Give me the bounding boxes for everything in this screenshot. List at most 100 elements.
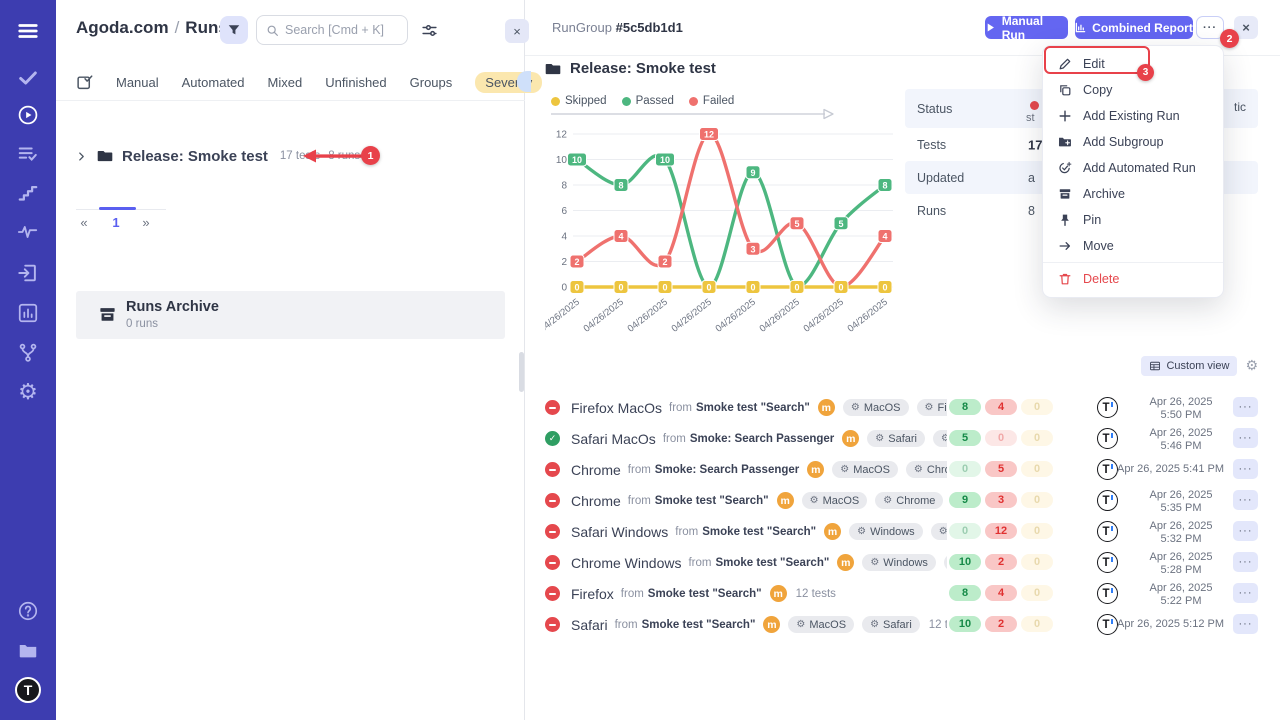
chevron-right-icon[interactable] [76, 151, 87, 162]
gear-icon: ⚙ [870, 618, 880, 630]
run-row[interactable]: Safari Windows from Smoke test "Search" m ⚙ W… [545, 516, 1258, 547]
run-source[interactable]: Smoke: Search Passenger [654, 463, 800, 476]
run-row[interactable]: ✓ Safari MacOs from Smoke: Search Passenger… [545, 423, 1258, 454]
scrollbar-thumb[interactable] [519, 352, 524, 392]
menu-item-add-automated-run[interactable]: Add Automated Run [1043, 155, 1223, 181]
run-row[interactable]: Chrome Windows from Smoke test "Search" m ⚙ W… [545, 547, 1258, 578]
testomat-reporter-icon[interactable]: T [1097, 428, 1118, 449]
menu-item-archive[interactable]: Archive [1043, 181, 1223, 207]
panel-close-button[interactable]: × [505, 19, 529, 43]
run-name[interactable]: Firefox MacOs [571, 399, 663, 416]
tab-manual[interactable]: Manual [116, 74, 159, 90]
run-more-button[interactable]: ··· [1233, 552, 1258, 572]
run-row[interactable]: Safari from Smoke test "Search" m ⚙ MacOS ⚙ Saf… [545, 609, 1258, 640]
run-name[interactable]: Safari MacOs [571, 430, 656, 447]
custom-view-button[interactable]: Custom view [1141, 356, 1238, 376]
run-more-button[interactable]: ··· [1233, 397, 1258, 417]
info-label: Tests [917, 137, 947, 152]
tab-groups[interactable]: Groups [409, 74, 453, 90]
runs-archive-item[interactable]: Runs Archive 0 runs [76, 291, 505, 339]
steps-icon[interactable] [14, 180, 42, 208]
tune-filters-button[interactable] [417, 18, 441, 42]
import-icon[interactable] [14, 259, 42, 287]
rungroup-more-button[interactable]: ··· [1196, 16, 1224, 39]
run-timestamp: Apr 26, 2025 5:28 PM [1149, 551, 1213, 576]
run-row[interactable]: Firefox from Smoke test "Search" m 12 tests 8… [545, 578, 1258, 609]
run-source[interactable]: Smoke: Search Passenger [689, 432, 835, 445]
rungroup-close-button[interactable]: × [1234, 16, 1258, 39]
run-more-button[interactable]: ··· [1233, 459, 1258, 479]
run-source[interactable]: Smoke test "Search" [641, 618, 756, 631]
legend-item-skipped[interactable]: Skipped [551, 95, 607, 107]
logo-letter: T [1102, 556, 1110, 569]
run-row[interactable]: Chrome from Smoke: Search Passenger m ⚙ MacOS… [545, 454, 1258, 485]
run-name[interactable]: Firefox [571, 585, 614, 602]
run-row[interactable]: Chrome from Smoke test "Search" m ⚙ MacOS ⚙ Chr… [545, 485, 1258, 516]
run-row[interactable]: Firefox MacOs from Smoke test "Search" m ⚙ Ma… [545, 392, 1258, 423]
menu-item-add-subgroup[interactable]: Add Subgroup [1043, 129, 1223, 155]
filter-button[interactable] [220, 16, 248, 44]
testomat-reporter-icon[interactable]: T [1097, 583, 1118, 604]
tab-unfinished[interactable]: Unfinished [325, 74, 387, 90]
testomat-reporter-icon[interactable]: T [1097, 397, 1118, 418]
combined-report-button[interactable]: Combined Report [1075, 16, 1193, 39]
menu-item-move[interactable]: Move [1043, 233, 1223, 259]
run-source[interactable]: Smoke test "Search" [715, 556, 830, 569]
menu-item-pin[interactable]: Pin [1043, 207, 1223, 233]
testomat-reporter-icon[interactable]: T [1097, 552, 1118, 573]
run-source[interactable]: Smoke test "Search" [696, 401, 810, 414]
tab-partial[interactable] [517, 71, 531, 92]
help-icon[interactable] [14, 597, 42, 625]
tab-severity[interactable]: Severity [475, 71, 543, 93]
settings-gear-icon[interactable]: ⚙ [18, 380, 38, 405]
tab-automated[interactable]: Automated [181, 74, 245, 90]
svg-text:0: 0 [838, 283, 843, 293]
tab-mixed[interactable]: Mixed [267, 74, 303, 90]
failed-count-pill: 4 [985, 399, 1017, 415]
breadcrumb-project[interactable]: Agoda.com [76, 18, 169, 37]
run-more-button[interactable]: ··· [1233, 490, 1258, 510]
legend-item-passed[interactable]: Passed [621, 95, 674, 107]
run-more-button[interactable]: ··· [1233, 428, 1258, 448]
rungroup-context-menu: Edit Copy Add Existing Run Add Subgroup Add … [1042, 45, 1224, 298]
svg-text:5: 5 [838, 219, 843, 229]
run-name[interactable]: Safari Windows [571, 523, 669, 540]
testomat-reporter-icon[interactable]: T [1097, 521, 1118, 542]
run-more-button[interactable]: ··· [1233, 583, 1258, 603]
projects-folder-icon[interactable] [14, 637, 42, 665]
runs-play-circle-icon[interactable] [14, 101, 42, 129]
tests-check-icon[interactable] [14, 64, 42, 92]
run-source[interactable]: Smoke test "Search" [654, 494, 769, 507]
search-input[interactable] [285, 23, 398, 37]
hamburger-menu-icon[interactable] [14, 17, 42, 45]
reports-bar-chart-icon[interactable] [14, 299, 42, 327]
select-all-icon[interactable] [76, 74, 93, 91]
run-source[interactable]: Smoke test "Search" [647, 587, 762, 600]
view-settings-gear-icon[interactable]: ⚙ [1245, 358, 1258, 374]
run-name[interactable]: Chrome [571, 461, 621, 478]
run-source[interactable]: Smoke test "Search" [702, 525, 817, 538]
pagination-page-1[interactable]: 1 [112, 215, 120, 230]
pagination-prev[interactable]: « [80, 215, 88, 230]
testomat-reporter-icon[interactable]: T [1097, 614, 1118, 635]
menu-item-add-existing-run[interactable]: Add Existing Run [1043, 103, 1223, 129]
run-name[interactable]: Chrome Windows [571, 554, 682, 571]
menu-item-delete[interactable]: Delete [1043, 266, 1223, 292]
pagination-next[interactable]: » [142, 215, 150, 230]
testomat-logo-icon[interactable]: T [14, 676, 42, 704]
testomat-reporter-icon[interactable]: T [1097, 459, 1118, 480]
run-more-button[interactable]: ··· [1233, 521, 1258, 541]
legend-item-failed[interactable]: Failed [688, 95, 734, 107]
menu-item-copy[interactable]: Copy [1043, 77, 1223, 103]
run-more-button[interactable]: ··· [1233, 614, 1258, 634]
run-name[interactable]: Safari [571, 616, 608, 633]
test-plans-list-check-icon[interactable] [14, 140, 42, 168]
run-name[interactable]: Chrome [571, 492, 621, 509]
pulse-activity-icon[interactable] [14, 218, 42, 246]
git-branch-icon[interactable] [14, 339, 42, 367]
manual-run-button[interactable]: Manual Run [985, 14, 1068, 42]
menu-item-edit[interactable]: Edit [1043, 51, 1223, 77]
testomat-reporter-icon[interactable]: T [1097, 490, 1118, 511]
search-box[interactable] [256, 15, 408, 45]
